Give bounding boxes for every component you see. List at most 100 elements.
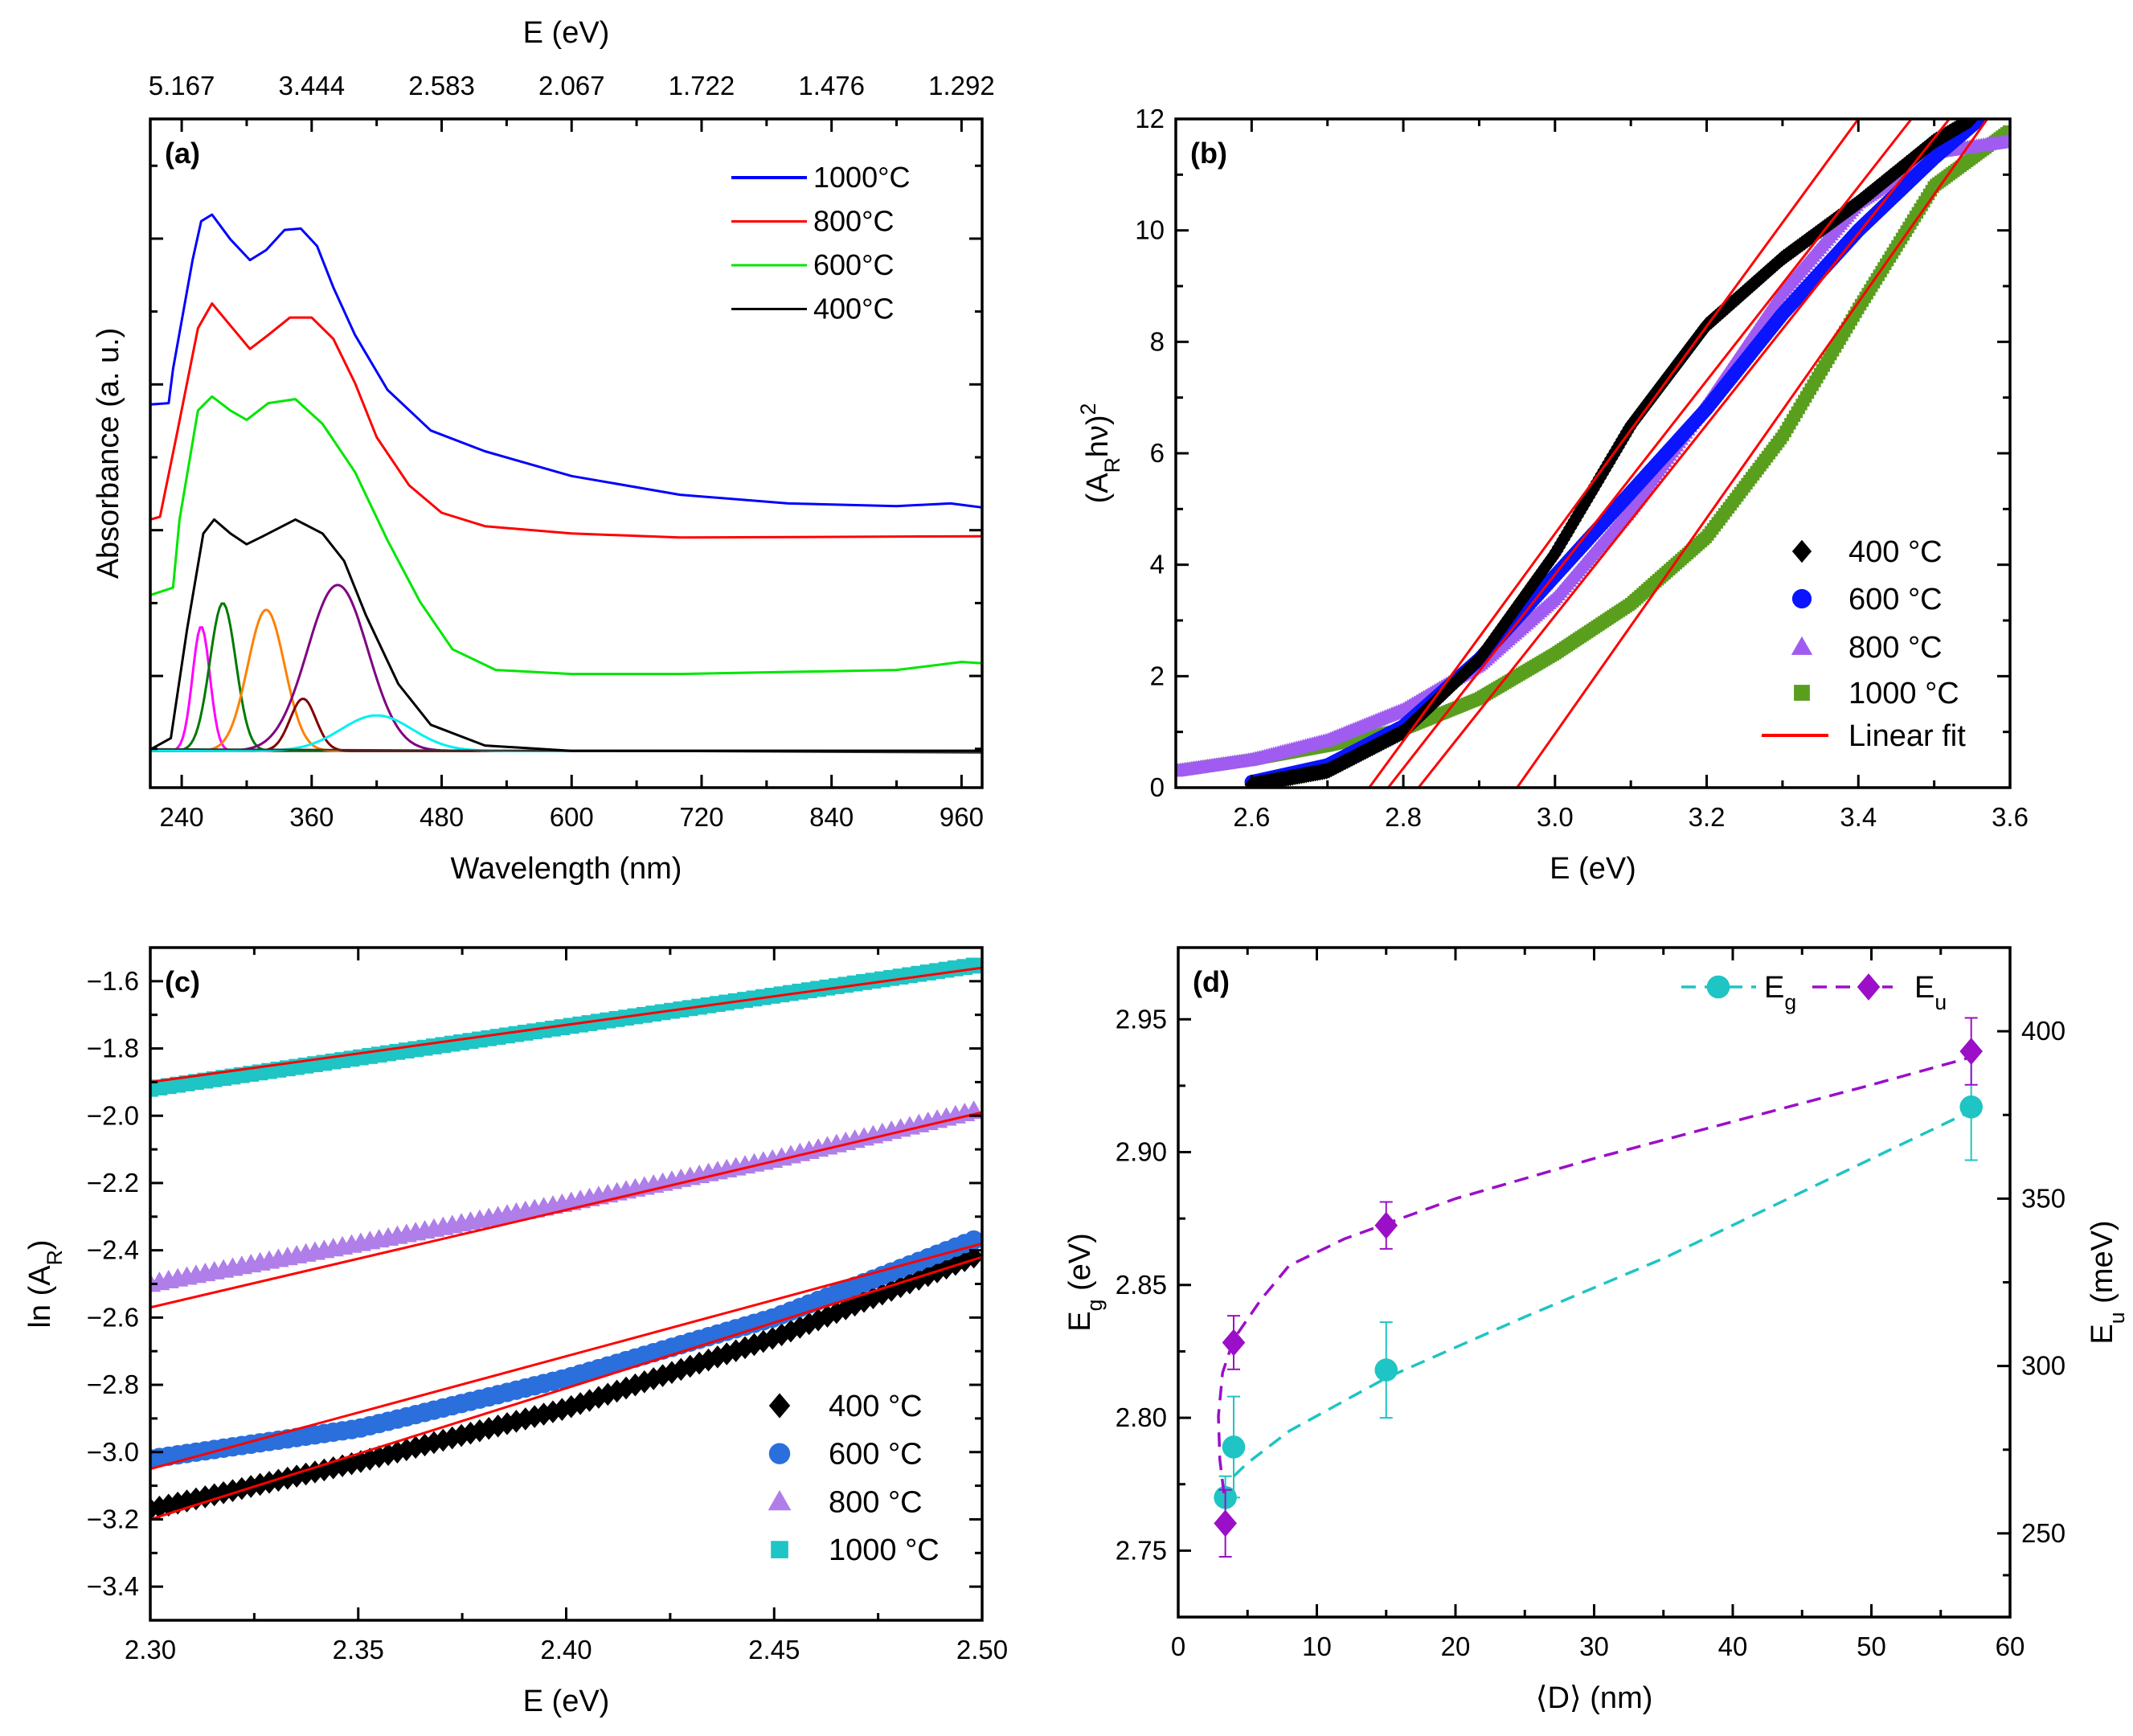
y-axis-title: Eg (eV) [1063, 1233, 1107, 1332]
data-point [1959, 1095, 1983, 1119]
legend-label: 400°C [813, 293, 894, 326]
data-marker [965, 957, 982, 974]
data-point [1214, 1509, 1237, 1537]
legend-marker [768, 1490, 792, 1511]
plot-area [150, 957, 982, 1521]
data-marker [360, 1447, 380, 1471]
y-axis-title-part: E [1063, 1311, 1097, 1331]
y-axis-title-part: (eV) [1063, 1233, 1097, 1299]
y-axis-title-part: (A [1081, 473, 1115, 504]
plot-area [150, 213, 982, 754]
y-axis-title-part: hν) [1081, 415, 1115, 457]
data-marker [809, 1308, 829, 1332]
panel-c: 2.30 2.35 2.40 2.45 2.50 −3.4 −3.2 −3.0 −2.8 −2.6… [87, 946, 1008, 1718]
top-x-tick-label: 1.292 [928, 71, 995, 100]
y-axis-title: (ARhν)2 [1076, 403, 1124, 504]
data-marker [1963, 119, 1978, 129]
y-tick-label: 2.85 [1116, 1270, 1167, 1300]
x-tick-label: 960 [940, 802, 984, 832]
linear-fit-line [150, 1111, 982, 1309]
y-tick-label: 4 [1150, 550, 1165, 579]
data-marker [836, 1297, 856, 1320]
data-marker [644, 1367, 664, 1390]
y-tick-label: −1.8 [87, 1034, 139, 1063]
data-marker [406, 1435, 426, 1460]
legend-label: 600°C [813, 248, 894, 281]
y-axis-title-part: ln (A [23, 1265, 57, 1329]
top-x-tick-label: 2.067 [538, 71, 605, 100]
y-axis-title-part: R [1100, 457, 1124, 473]
x-tick-label: 20 [1441, 1632, 1471, 1661]
y-tick-label: 6 [1150, 438, 1165, 468]
x-tick-label: 2.45 [748, 1635, 800, 1664]
panel-label: (d) [1193, 965, 1230, 998]
x-tick-label: 480 [420, 802, 464, 832]
legend-marker [1791, 539, 1812, 563]
linear-fit-line [1417, 119, 1951, 788]
x-tick-label: 3.6 [1992, 802, 2029, 832]
series-line-1000°C [150, 213, 982, 509]
data-marker [763, 1326, 783, 1350]
y-axis-title: Absorbance (a. u.) [92, 328, 125, 579]
legend-marker [1791, 588, 1812, 609]
gaussian-component-3 [150, 583, 982, 752]
data-marker [2002, 125, 2010, 137]
y-tick-label: 2.95 [1116, 1004, 1167, 1034]
top-x-tick-label: 1.722 [669, 71, 735, 100]
data-marker [817, 1304, 837, 1328]
data-marker [342, 1451, 362, 1476]
y-axis-title: ln (AR) [23, 1239, 67, 1328]
y-tick-label: −2.2 [87, 1168, 139, 1198]
legend-marker [768, 1443, 791, 1464]
data-marker [826, 1300, 846, 1325]
legend-label: 600 °C [1848, 583, 1943, 616]
series-line-800°C [150, 302, 982, 539]
panel-label: (b) [1190, 137, 1227, 170]
y-tick-label: 10 [1135, 215, 1165, 245]
y-tick-label: 0 [1150, 772, 1165, 802]
legend-marker [1794, 685, 1810, 701]
x-tick-label: 720 [679, 802, 723, 832]
top-x-tick-label: 1.476 [798, 71, 865, 100]
y-tick-label: −2.6 [87, 1302, 139, 1332]
data-point [1374, 1211, 1398, 1239]
y-axis-title-part: R [43, 1250, 67, 1265]
x-tick-label: 60 [1996, 1632, 2025, 1661]
x-tick-label: 2.40 [540, 1635, 592, 1664]
y-tick-label: −3.4 [87, 1571, 139, 1601]
linear-fit-line [150, 966, 982, 1083]
y-axis-title-part: ) [23, 1239, 57, 1250]
x-tick-label: 360 [289, 802, 334, 832]
linear-fit-line [1516, 119, 1988, 788]
data-marker [461, 1421, 481, 1445]
x-tick-label: 2.8 [1385, 802, 1422, 832]
y-tick-label: −2.0 [87, 1100, 139, 1130]
fit-curve-eu [1217, 1056, 1969, 1494]
legend-label: 400 °C [1848, 535, 1943, 569]
x-axis-title: ⟨D⟩ (nm) [1536, 1681, 1653, 1715]
x-tick-label: 3.4 [1840, 802, 1877, 832]
legend-label-part: u [1934, 990, 1947, 1014]
data-marker [150, 1496, 170, 1519]
x-tick-label: 3.0 [1537, 802, 1574, 832]
y-tick-label: −2.8 [87, 1370, 139, 1399]
data-marker [223, 1479, 243, 1502]
legend-label: 400 °C [829, 1390, 923, 1423]
panel-b: 2.6 2.8 3.0 3.2 3.4 3.6 0 2 4 6 8 10 12 E (eV) (b) 400 … [1135, 104, 2029, 886]
y2-tick-label: 400 [2021, 1016, 2065, 1046]
y2-axis-title-part: E [2086, 1324, 2119, 1344]
series-line-600°C [150, 395, 982, 676]
x-tick-label: 840 [809, 802, 854, 832]
x-tick-label: 40 [1718, 1632, 1748, 1661]
legend-label: 600 °C [829, 1438, 923, 1472]
x-tick-label: 30 [1579, 1632, 1609, 1661]
y-tick-label: 2.75 [1116, 1535, 1167, 1565]
data-point [1222, 1329, 1246, 1357]
data-marker [2000, 133, 2010, 148]
legend-label-part: E [1914, 971, 1934, 1005]
y-tick-label: −2.4 [87, 1235, 139, 1265]
data-point [1374, 1358, 1398, 1382]
y-tick-label: 12 [1135, 104, 1165, 133]
data-marker [698, 1348, 719, 1372]
